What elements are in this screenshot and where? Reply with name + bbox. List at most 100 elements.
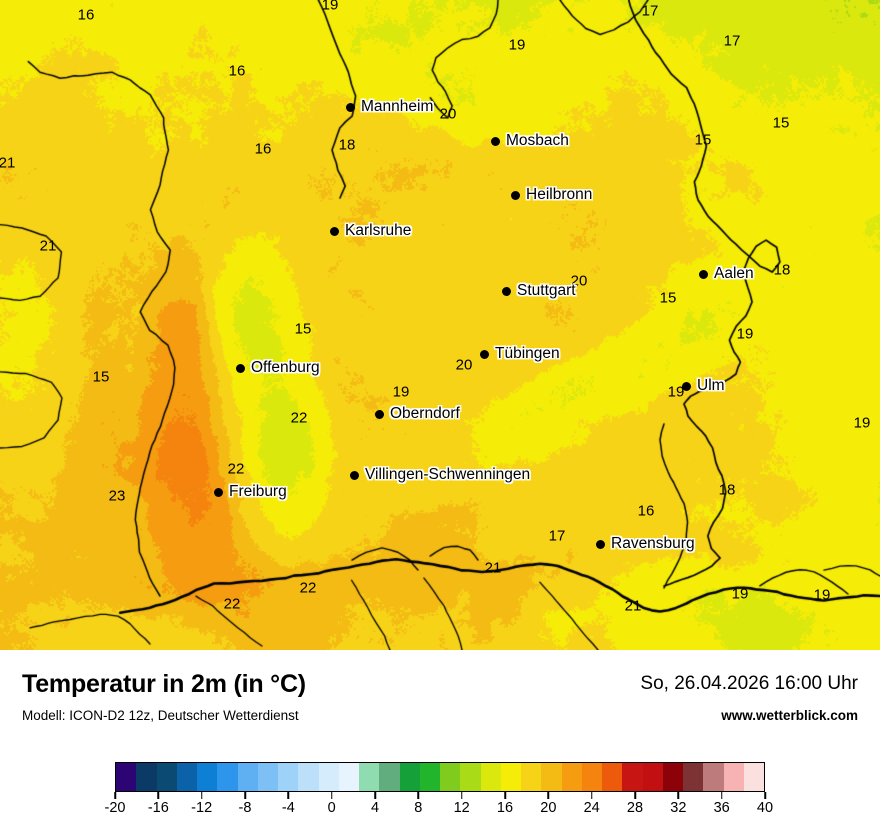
city-name-label: Freiburg — [229, 483, 287, 500]
colorbar-tick-label: -16 — [147, 800, 169, 816]
colorbar-segment — [521, 763, 542, 791]
colorbar-tick-label: 20 — [540, 800, 557, 816]
temperature-value-label: 17 — [723, 32, 741, 50]
city-marker[interactable]: Tübingen — [480, 345, 560, 363]
colorbar-tick-label: 8 — [414, 800, 423, 816]
colorbar-tick — [720, 792, 723, 799]
city-name-label: Oberndorf — [390, 405, 460, 422]
colorbar-segment — [176, 763, 197, 791]
city-dot-icon — [682, 381, 691, 391]
city-dot-icon — [346, 102, 355, 112]
valid-datetime: So, 26.04.2026 16:00 Uhr — [640, 673, 858, 694]
temperature-value-label: 22 — [223, 595, 241, 613]
temperature-colorbar — [115, 762, 765, 792]
colorbar-segment — [237, 763, 258, 791]
colorbar-segment — [561, 763, 582, 791]
city-dot-icon — [236, 363, 245, 373]
map-label-overlay: 16 19 17 19 17 16 15 16 18 20 15 21 21 18 20 15 15 19 20 15… — [0, 0, 870, 615]
colorbar-tick-label: 4 — [370, 800, 380, 816]
city-dot-icon — [502, 286, 511, 296]
city-dot-icon — [350, 470, 359, 480]
temperature-value-label: 16 — [228, 62, 246, 80]
colorbar-segment — [359, 763, 380, 791]
legend-footer: Temperatur in 2m (in °C) Modell: ICON-D2… — [0, 650, 880, 830]
temperature-value-label: 17 — [641, 2, 659, 20]
colorbar-tick — [547, 792, 550, 799]
colorbar-tick-label: 12 — [453, 800, 470, 816]
city-marker[interactable]: Heilbronn — [511, 186, 592, 204]
colorbar-tick-label: 36 — [713, 800, 730, 816]
temperature-value-label: 17 — [548, 527, 566, 545]
city-dot-icon — [511, 190, 520, 200]
colorbar-segment — [217, 763, 238, 791]
city-marker[interactable]: Stuttgart — [502, 282, 576, 300]
temperature-value-label: 20 — [439, 105, 457, 123]
colorbar-segment — [662, 763, 683, 791]
colorbar-tick — [590, 792, 593, 799]
temperature-value-label: 21 — [624, 597, 642, 615]
colorbar-segment — [116, 763, 137, 791]
temperature-value-label: 21 — [0, 154, 16, 172]
city-marker[interactable]: Offenburg — [236, 359, 320, 377]
temperature-value-label: 15 — [772, 114, 790, 132]
colorbar-tick-label: -12 — [191, 800, 213, 816]
temperature-value-label: 19 — [392, 383, 410, 401]
city-marker[interactable]: Mannheim — [346, 98, 433, 116]
temperature-value-label: 21 — [484, 559, 502, 577]
city-marker[interactable]: Karlsruhe — [330, 222, 411, 240]
colorbar-segment — [278, 763, 299, 791]
city-marker[interactable]: Mosbach — [491, 132, 569, 150]
temperature-value-label: 22 — [290, 409, 308, 427]
colorbar-tick-label: -8 — [238, 800, 252, 816]
colorbar-ticks — [114, 792, 766, 800]
city-marker[interactable]: Freiburg — [214, 483, 287, 501]
temperature-value-label: 19 — [736, 325, 754, 343]
colorbar-tick-label: 0 — [327, 800, 336, 816]
temperature-map[interactable]: 16 19 17 19 17 16 15 16 18 20 15 21 21 18 20 15 15 19 20 15… — [0, 0, 880, 650]
colorbar-tick — [374, 792, 376, 799]
city-marker[interactable]: Ulm — [682, 377, 725, 395]
colorbar-tick — [244, 792, 246, 799]
colorbar-segment — [379, 763, 400, 791]
temperature-value-label: 18 — [718, 481, 736, 499]
colorbar-segment — [642, 763, 663, 791]
colorbar-segment — [399, 763, 420, 791]
colorbar-tick-labels: -20 -16 -12 -8 -4 0 4 8 12 16 20 24 28 32 36 40 — [105, 800, 774, 822]
colorbar-tick-label: 40 — [756, 800, 774, 816]
colorbar-tick — [287, 792, 290, 799]
colorbar-segment — [419, 763, 440, 791]
city-dot-icon — [375, 409, 384, 419]
colorbar-segment — [602, 763, 623, 791]
colorbar-tick-label: 28 — [626, 800, 644, 816]
colorbar-segment — [338, 763, 359, 791]
colorbar-segment — [440, 763, 461, 791]
colorbar-tick — [330, 792, 333, 799]
temperature-value-label: 16 — [637, 502, 655, 520]
city-dot-icon — [491, 136, 500, 146]
temperature-value-label: 19 — [731, 585, 749, 603]
colorbar-segment — [257, 763, 278, 791]
city-name-label: Offenburg — [251, 359, 320, 376]
colorbar-tick — [460, 792, 463, 799]
colorbar-tick — [634, 792, 636, 799]
colorbar-segment — [197, 763, 218, 791]
colorbar-tick-label: 16 — [496, 800, 514, 816]
city-dot-icon — [214, 487, 223, 497]
city-name-label: Mannheim — [361, 98, 434, 115]
colorbar-segment — [723, 763, 744, 791]
city-marker[interactable]: Oberndorf — [375, 405, 460, 423]
temperature-value-label: 19 — [813, 586, 831, 604]
city-name-label: Ravensburg — [611, 535, 695, 552]
city-name-label: Tübingen — [495, 345, 560, 362]
city-name-label: Stuttgart — [517, 282, 576, 299]
colorbar-tick — [114, 792, 116, 799]
colorbar-segment — [460, 763, 481, 791]
colorbar-segment — [683, 763, 704, 791]
city-marker[interactable]: Villingen-Schwenningen — [350, 466, 530, 484]
colorbar-segment — [480, 763, 501, 791]
city-name-label: Villingen-Schwenningen — [365, 466, 531, 483]
city-marker[interactable]: Aalen — [699, 265, 754, 283]
city-marker[interactable]: Ravensburg — [596, 535, 695, 553]
colorbar-segment — [622, 763, 643, 791]
